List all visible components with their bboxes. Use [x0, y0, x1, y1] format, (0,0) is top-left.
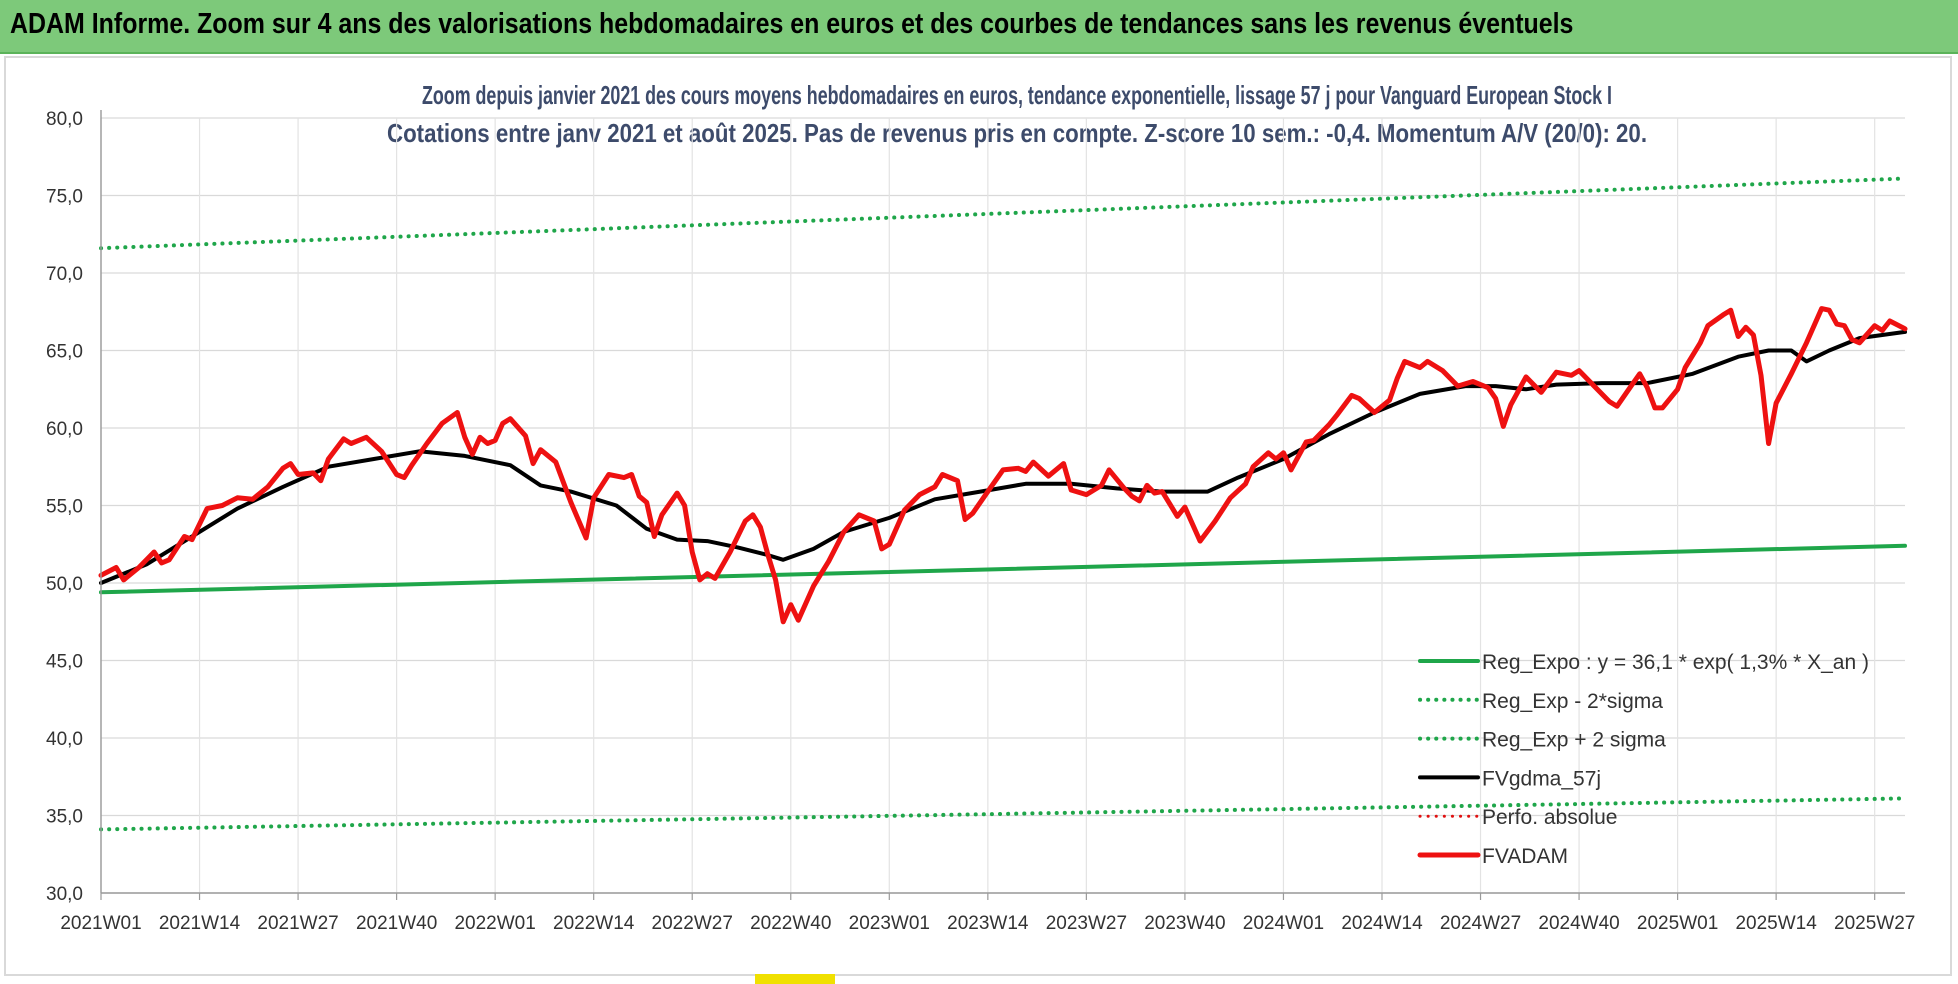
x-tick-label: 2022W40	[750, 913, 831, 934]
legend-label: FVgdma_57j	[1482, 767, 1601, 790]
header-banner: ADAM Informe. Zoom sur 4 ans des valoris…	[0, 0, 1958, 54]
x-tick-label: 2025W14	[1735, 913, 1817, 934]
x-tick-label: 2023W01	[849, 913, 930, 934]
chart-frame	[4, 56, 1952, 976]
legend: Reg_Expo : y = 36,1 * exp( 1,3% * X_an )…	[1417, 651, 1869, 868]
x-tick-label: 2023W40	[1144, 913, 1225, 934]
x-tick-label: 2023W14	[947, 913, 1029, 934]
x-tick-label: 2021W27	[257, 913, 338, 934]
series-line-1	[99, 796, 1907, 832]
banner-title: ADAM Informe. Zoom sur 4 ans des valoris…	[10, 8, 1574, 40]
y-tick-label: 75,0	[46, 187, 83, 208]
x-tick-label: 2025W27	[1834, 913, 1915, 934]
series-line-3	[99, 329, 1907, 585]
y-tick-label: 30,0	[46, 884, 83, 905]
y-tick-label: 50,0	[46, 574, 83, 595]
series-line-5	[98, 306, 1908, 625]
x-tick-label: 2024W14	[1341, 913, 1423, 934]
y-tick-label: 70,0	[46, 264, 83, 285]
x-tick-label: 2025W01	[1637, 913, 1718, 934]
legend-label: Reg_Expo : y = 36,1 * exp( 1,3% * X_an )	[1482, 651, 1869, 674]
y-tick-label: 55,0	[46, 497, 83, 518]
y-tick-label: 80,0	[46, 109, 83, 130]
series-line-2	[99, 176, 1907, 251]
x-tick-label: 2022W14	[553, 913, 635, 934]
legend-label: Reg_Exp - 2*sigma	[1482, 690, 1663, 713]
y-axis: 30,0 35,0 40,0 45,0 50,0 55,0 60,0 65,0 70,0 75,0…	[46, 109, 102, 905]
legend-label: Perfo. absolue	[1482, 806, 1617, 829]
x-tick-label: 2024W27	[1440, 913, 1521, 934]
x-tick-label: 2022W27	[652, 913, 733, 934]
y-tick-label: 35,0	[46, 807, 83, 828]
legend-label: FVADAM	[1482, 845, 1568, 868]
x-tick-label: 2021W14	[159, 913, 241, 934]
x-tick-label: 2021W40	[356, 913, 437, 934]
x-tick-label: 2023W27	[1046, 913, 1127, 934]
chart-title-line1: Zoom depuis janvier 2021 des cours moyen…	[422, 80, 1612, 110]
chart-title-line2: Cotations entre janv 2021 et août 2025. …	[387, 118, 1647, 148]
x-tick-label: 2022W01	[454, 913, 535, 934]
x-axis: 2021W01 2021W14 2021W27 2021W40 2022W01 2022W…	[60, 892, 1915, 934]
bottom-accent-mark	[755, 974, 835, 984]
x-tick-label: 2024W01	[1243, 913, 1324, 934]
legend-label: Reg_Exp + 2 sigma	[1482, 729, 1666, 752]
y-tick-label: 45,0	[46, 652, 83, 673]
x-tick-label: 2024W40	[1538, 913, 1619, 934]
series-line-0	[99, 543, 1907, 595]
y-tick-label: 65,0	[46, 342, 83, 363]
x-tick-label: 2021W01	[60, 913, 141, 934]
series-group	[98, 176, 1908, 832]
y-tick-label: 40,0	[46, 729, 83, 750]
y-tick-label: 60,0	[46, 419, 83, 440]
gridlines	[100, 117, 1905, 894]
